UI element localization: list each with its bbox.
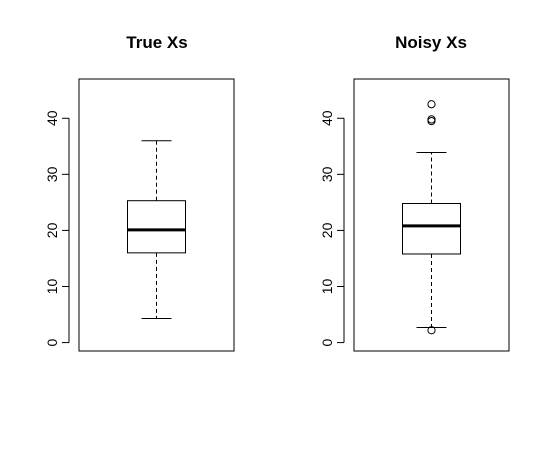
y-tick-label: 30 [44, 166, 60, 182]
y-tick-label: 40 [44, 110, 60, 126]
y-tick-label: 10 [319, 279, 335, 295]
y-tick-label: 0 [44, 338, 60, 346]
y-tick-label: 40 [319, 110, 335, 126]
panel-title: True Xs [126, 33, 187, 52]
y-tick-label: 20 [44, 222, 60, 238]
y-tick-label: 0 [319, 338, 335, 346]
panel-title: Noisy Xs [395, 33, 467, 52]
y-tick-label: 10 [44, 279, 60, 295]
y-tick-label: 30 [319, 166, 335, 182]
y-tick-label: 20 [319, 222, 335, 238]
